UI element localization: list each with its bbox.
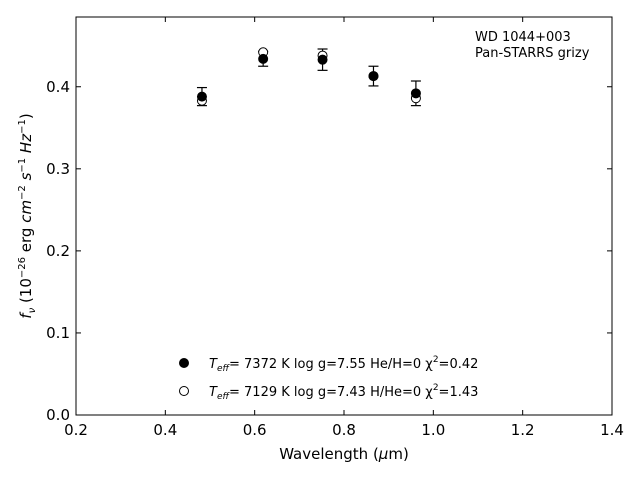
filled-circle-point	[196, 91, 207, 102]
filled-circle-point	[317, 54, 328, 65]
x-tick-label: 0.6	[243, 421, 267, 439]
x-axis-label: Wavelength (μm)	[279, 445, 409, 463]
y-tick-label: 0.2	[46, 242, 70, 260]
x-tick-label: 1.0	[421, 421, 445, 439]
legend-entry-1: Teff= 7372 K log g=7.55 He/H=0 χ2=0.42	[209, 355, 478, 374]
y-tick-label: 0.0	[46, 406, 70, 424]
filled-circle-point	[410, 88, 421, 99]
legend-marker-open	[179, 386, 189, 396]
y-tick-label: 0.3	[46, 160, 70, 178]
annotation-line-2: Pan-STARRS grizy	[475, 46, 590, 61]
filled-circle-point	[258, 53, 269, 64]
y-axis-label: fν (10−26 erg cm−2 s−1 Hz−1)	[17, 113, 38, 318]
y-axis: 0.0 0.1 0.2 0.3 0.4	[46, 78, 612, 424]
filled-circle-point	[368, 71, 379, 82]
x-tick-label: 0.4	[153, 421, 177, 439]
x-tick-label: 0.8	[332, 421, 356, 439]
legend-marker-filled	[179, 358, 189, 368]
annotation-line-1: WD 1044+003	[475, 30, 571, 45]
legend-entry-2: Teff= 7129 K log g=7.43 H/He=0 χ2=1.43	[209, 383, 478, 402]
plot-area	[75, 16, 613, 416]
y-tick-label: 0.4	[46, 78, 70, 96]
legend: Teff= 7372 K log g=7.55 He/H=0 χ2=0.42 T…	[179, 355, 478, 402]
x-axis: 0.2 0.4 0.6 0.8 1.0 1.2 1.4	[64, 17, 624, 439]
y-tick-label: 0.1	[46, 324, 70, 342]
x-tick-label: 0.2	[64, 421, 88, 439]
x-tick-label: 1.4	[600, 421, 624, 439]
series-filled-markers	[196, 53, 421, 102]
x-tick-label: 1.2	[511, 421, 535, 439]
